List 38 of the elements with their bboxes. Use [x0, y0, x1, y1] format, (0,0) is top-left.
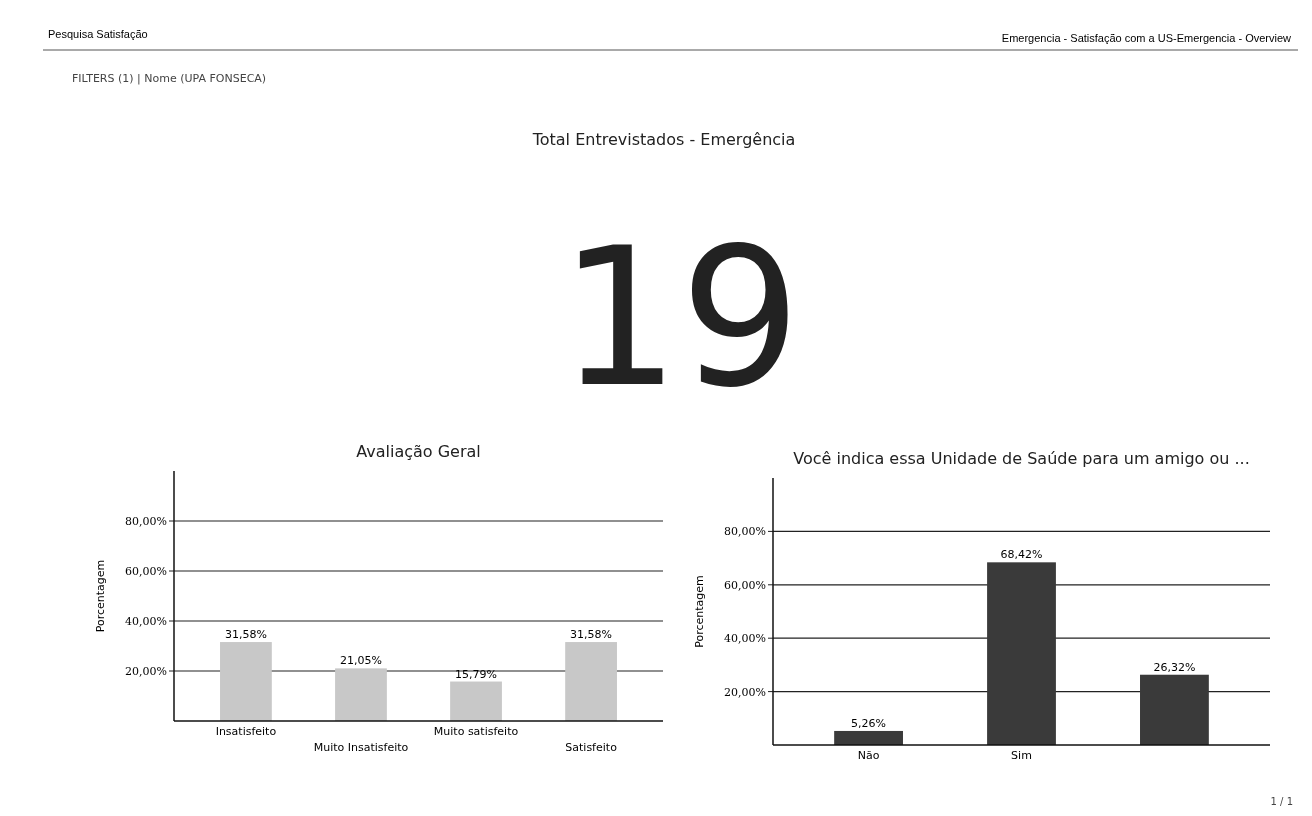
y-axis-title: Porcentagem [94, 559, 107, 633]
x-tick-label: Satisfeito [565, 741, 618, 754]
x-tick-label: Sim [1011, 749, 1032, 762]
bar [987, 562, 1056, 745]
y-tick-label: 60,00% [125, 565, 167, 578]
y-tick-label: 20,00% [724, 685, 766, 699]
bar [565, 642, 617, 721]
data-label: 26,32% [1153, 660, 1196, 674]
x-tick-label: Não [857, 749, 880, 762]
bar [450, 681, 502, 721]
y-tick-label: 80,00% [724, 525, 766, 539]
x-tick-label: Insatisfeito [215, 725, 277, 738]
y-axis-title: Porcentagem [693, 575, 706, 648]
data-label: 31,58% [570, 628, 613, 642]
bar [335, 668, 387, 721]
y-tick-label: 40,00% [724, 632, 766, 646]
text: Emergencia - Satisfação com a US-Emergencia - Overview [1001, 32, 1292, 44]
x-tick-label: Muito satisfeito [433, 725, 519, 738]
x-tick-label: Muito Insatisfeito [313, 741, 409, 754]
bar [1140, 674, 1209, 745]
chart-title: Avaliação Geral [356, 442, 481, 461]
bar [220, 642, 272, 721]
y-tick-label: 60,00% [724, 578, 766, 592]
y-tick-label: 40,00% [125, 615, 167, 628]
bar [834, 730, 903, 745]
data-label: 19 [559, 208, 801, 429]
data-label: 21,05% [339, 654, 382, 668]
y-tick-label: 20,00% [125, 665, 167, 678]
text: Total Entrevistados - Emergência [531, 130, 796, 149]
text: 1 / 1 [1270, 796, 1293, 807]
data-label: 5,26% [851, 716, 887, 730]
data-label: 31,58% [224, 628, 267, 642]
text: Pesquisa Satisfação [48, 28, 148, 40]
y-tick-label: 80,00% [125, 515, 167, 528]
data-label: 68,42% [1000, 548, 1043, 562]
chart-title: Você indica essa Unidade de Saúde para um amigo ou ... [793, 449, 1250, 468]
data-label: 15,79% [455, 667, 498, 681]
text: FILTERS (1) | Nome (UPA FONSECA) [72, 72, 267, 85]
